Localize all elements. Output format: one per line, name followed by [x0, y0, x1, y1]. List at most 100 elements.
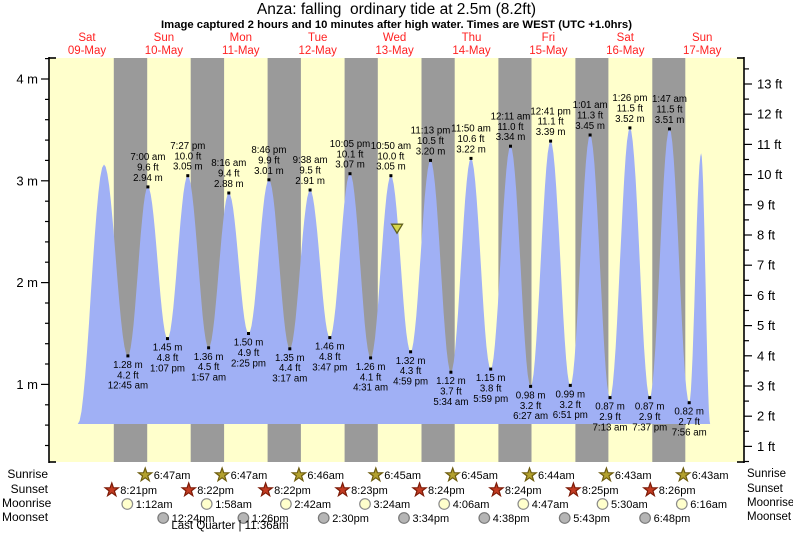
svg-text:9:38 am: 9:38 am — [293, 155, 328, 166]
tide-low-point — [328, 336, 332, 340]
svg-text:6 ft: 6 ft — [757, 288, 775, 303]
moonset-time: 6:48pm — [654, 513, 691, 525]
moonrise-row-label-left: Moonrise — [2, 496, 52, 510]
svg-text:3.39 m: 3.39 m — [536, 127, 566, 138]
moonset-icon — [398, 512, 410, 524]
moonrise-time: 4:47am — [532, 499, 569, 511]
tide-low-point — [687, 401, 691, 405]
moonrise-time: 1:58am — [215, 499, 252, 511]
svg-text:4.2 ft: 4.2 ft — [117, 370, 139, 381]
tide-high-point — [146, 185, 150, 189]
moonrise-time: 1:12am — [136, 499, 173, 511]
svg-text:5 ft: 5 ft — [757, 318, 775, 333]
svg-text:3.07 m: 3.07 m — [335, 160, 365, 171]
sunset-icon — [411, 481, 428, 498]
tide-low-label: 0.82 m2.7 ft7:56 am — [672, 407, 707, 439]
tide-high-point — [348, 172, 352, 176]
moonrise-time: 4:06am — [453, 499, 490, 511]
moonset-time: 1:26pm — [252, 513, 289, 525]
svg-text:8 ft: 8 ft — [757, 228, 775, 243]
svg-text:1:07 pm: 1:07 pm — [150, 363, 185, 374]
sunset-row-label-left: Sunset — [10, 482, 48, 496]
tide-high-label: 8:46 pm9.9 ft3.01 m — [251, 145, 286, 177]
svg-text:9 ft: 9 ft — [757, 197, 775, 212]
svg-text:4:31 am: 4:31 am — [353, 383, 388, 394]
tide-high-point — [469, 156, 473, 160]
sunset-time: 8:22pm — [274, 485, 311, 497]
day-date: 11-May — [222, 45, 260, 57]
sunset-row-label-right: Sunset — [747, 483, 783, 495]
svg-text:1 ft: 1 ft — [757, 439, 775, 454]
svg-text:11:50 am: 11:50 am — [451, 124, 491, 135]
svg-text:8:16 am: 8:16 am — [211, 158, 246, 169]
moonrise-icon — [596, 498, 609, 510]
moonrise-time: 6:16am — [690, 499, 727, 511]
sunrise-time: 6:43am — [692, 470, 729, 482]
tide-low-label: 1.46 m4.8 ft3:47 pm — [312, 342, 347, 374]
day-name: Fri — [541, 32, 556, 44]
moonset-time: 12:24pm — [172, 513, 215, 525]
tide-high-point — [549, 139, 553, 143]
moonset-icon — [157, 512, 170, 524]
moonrise-icon — [200, 498, 213, 510]
svg-text:1 m: 1 m — [16, 377, 38, 392]
moonset-row-label-right: Moonset — [747, 511, 792, 523]
day-label: Sun 17-May — [664, 32, 740, 59]
svg-text:10.0 ft: 10.0 ft — [174, 151, 201, 162]
tide-low-label: 1.45 m4.8 ft1:07 pm — [150, 343, 185, 375]
moonset-row-label-left: Moonset — [2, 510, 49, 524]
svg-text:3.20 m: 3.20 m — [416, 146, 446, 157]
svg-text:6:27 am: 6:27 am — [513, 411, 548, 422]
tide-low-label: 1.12 m3.7 ft5:34 am — [433, 376, 468, 408]
svg-text:2.9 ft: 2.9 ft — [599, 412, 621, 423]
tide-high-point — [668, 127, 671, 131]
tide-low-label: 0.87 m2.9 ft7:37 pm — [632, 402, 667, 434]
sunset-time: 8:24pm — [505, 485, 542, 497]
svg-text:3:47 pm: 3:47 pm — [312, 362, 347, 373]
tide-low-label: 1.26 m4.1 ft4:31 am — [353, 362, 388, 394]
moonset-time: 2:30pm — [332, 513, 369, 525]
day-name: Thu — [461, 32, 482, 44]
axes — [48, 57, 745, 463]
svg-text:2 m: 2 m — [16, 275, 38, 290]
svg-text:0.87 m: 0.87 m — [635, 402, 665, 413]
svg-text:3.52 m: 3.52 m — [615, 114, 645, 125]
tide-low-point — [126, 354, 130, 358]
moonset-time: 3:34pm — [413, 513, 450, 525]
svg-text:9.9 ft: 9.9 ft — [258, 155, 280, 166]
day-label: Sat 09-May — [49, 32, 125, 59]
sunrise-icon — [674, 466, 692, 483]
svg-text:0.82 m: 0.82 m — [674, 407, 704, 418]
svg-text:3.51 m: 3.51 m — [655, 115, 685, 126]
svg-text:1.46 m: 1.46 m — [315, 342, 345, 353]
svg-text:1.15 m: 1.15 m — [476, 373, 506, 384]
day-name: Sun — [691, 32, 713, 44]
sunrise-time: 6:47am — [154, 470, 191, 482]
sunrise-time: 6:45am — [461, 470, 498, 482]
svg-text:4.5 ft: 4.5 ft — [198, 362, 220, 373]
day-label: Tue 12-May — [280, 32, 356, 59]
moonrise-row-label-right: Moonrise — [747, 497, 793, 509]
sunrise-icon — [521, 466, 538, 483]
sunrise-time: 6:44am — [538, 470, 575, 482]
moonset-icon — [237, 512, 250, 524]
day-name: Mon — [229, 32, 252, 44]
sunset-icon — [257, 481, 275, 498]
svg-text:4.4 ft: 4.4 ft — [279, 363, 301, 374]
day-label: Sun 10-May — [126, 32, 202, 59]
svg-text:9.6 ft: 9.6 ft — [137, 163, 159, 174]
tide-low-label: 1.50 m4.9 ft2:25 pm — [231, 338, 266, 370]
svg-text:5:59 pm: 5:59 pm — [473, 394, 508, 405]
sunset-time: 8:25pm — [582, 485, 619, 497]
svg-text:4 m: 4 m — [16, 72, 38, 87]
svg-text:5:34 am: 5:34 am — [433, 397, 468, 408]
svg-text:3.01 m: 3.01 m — [254, 166, 284, 177]
tide-low-label: 0.98 m3.2 ft6:27 am — [513, 390, 548, 422]
svg-text:1.35 m: 1.35 m — [275, 353, 305, 364]
